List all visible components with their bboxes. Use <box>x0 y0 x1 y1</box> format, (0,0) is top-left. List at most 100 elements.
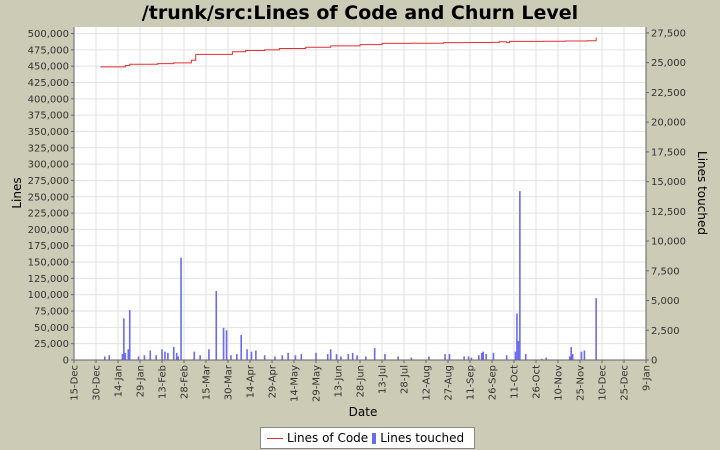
bar <box>335 354 338 360</box>
bar <box>108 355 110 360</box>
y-right-ticks: 0 2,500 5,000 7,500 10,000 12,500 15,000 17,500… <box>646 28 686 367</box>
x-tick-label: 13-Feb <box>158 365 169 399</box>
y-left-tick-label: 275,000 <box>28 176 69 187</box>
bar <box>595 298 597 360</box>
bar <box>517 340 520 360</box>
y-right-tick-label: 20,000 <box>651 118 686 129</box>
bar <box>240 335 242 360</box>
x-tick-label: 14-Jan <box>114 365 125 397</box>
x-tick-label: 25-Dec <box>620 365 631 401</box>
y-left-ticks: 0 25,000 50,000 75,000 100,000 125,000 150,000… <box>28 29 74 367</box>
bar <box>300 354 303 360</box>
bar <box>294 355 297 360</box>
bar <box>215 291 218 360</box>
y-left-tick-label: 400,000 <box>28 94 69 105</box>
x-tick-label: 29-Jan <box>136 365 147 397</box>
bar <box>128 310 131 360</box>
bar <box>177 356 179 360</box>
y-left-tick-label: 450,000 <box>28 62 69 73</box>
bar <box>155 355 157 360</box>
legend-label-loc: Lines of Code <box>287 431 369 445</box>
bar <box>180 257 182 360</box>
y-left-tick-label: 125,000 <box>28 274 69 285</box>
bar <box>568 356 571 360</box>
y-left-tick-label: 475,000 <box>28 45 69 56</box>
x-tick-label: 28-Jun <box>356 365 367 398</box>
bar <box>315 352 317 360</box>
x-ticks: 15-Dec 30-Dec 14-Jan 29-Jan 13-Feb 28-Feb 15-M… <box>70 360 653 402</box>
bar <box>236 354 238 360</box>
bars-series <box>104 191 597 360</box>
x-tick-label: 30-Dec <box>92 365 103 401</box>
bar <box>121 354 124 360</box>
x-tick-label: 11-Oct <box>510 365 521 399</box>
bar <box>250 351 253 360</box>
loc-line <box>100 37 597 68</box>
y-axis-left-label: Lines <box>10 177 24 208</box>
bar <box>356 355 358 360</box>
bar <box>463 356 465 360</box>
y-left-tick-label: 500,000 <box>28 29 69 40</box>
y-right-tick-label: 15,000 <box>651 177 686 188</box>
x-tick-label: 26-Sep <box>488 365 499 400</box>
y-right-tick-label: 27,500 <box>651 28 686 39</box>
bar <box>373 348 376 360</box>
legend: Lines of Code Lines touched <box>260 427 476 449</box>
bar <box>143 355 146 360</box>
bar <box>199 355 201 360</box>
y-left-tick-label: 150,000 <box>28 258 69 269</box>
x-tick-label: 29-Apr <box>268 364 279 398</box>
x-tick-label: 9-Jan <box>642 365 653 391</box>
y-right-tick-label: 2,500 <box>651 326 680 337</box>
x-tick-label: 15-Mar <box>202 364 213 400</box>
x-tick-label: 13-Jul <box>378 365 389 394</box>
bar <box>274 356 276 360</box>
bar <box>492 352 495 360</box>
bar <box>470 357 473 360</box>
y-left-tick-label: 25,000 <box>34 339 69 350</box>
legend-item-loc: Lines of Code <box>267 431 368 445</box>
bar <box>281 355 284 360</box>
bar <box>123 318 125 360</box>
bar <box>347 354 350 360</box>
x-tick-label: 11-Sep <box>466 365 477 400</box>
bar <box>516 313 518 360</box>
bar <box>583 350 586 360</box>
y-left-tick-label: 225,000 <box>28 209 69 220</box>
y-right-tick-label: 22,500 <box>651 88 686 99</box>
bar <box>175 352 178 360</box>
bar <box>485 354 487 360</box>
bar <box>478 355 480 360</box>
x-tick-label: 15-Dec <box>70 365 81 401</box>
bar <box>505 355 508 360</box>
bar <box>480 352 483 360</box>
x-tick-label: 30-Mar <box>224 364 235 400</box>
y-left-tick-label: 200,000 <box>28 225 69 236</box>
y-right-tick-label: 17,500 <box>651 147 686 158</box>
bar <box>104 356 106 360</box>
x-tick-label: 14-May <box>290 365 301 402</box>
y-left-tick-label: 325,000 <box>28 143 69 154</box>
bar <box>570 346 572 360</box>
bar <box>482 351 484 360</box>
chart-title: /trunk/src:Lines of Code and Churn Level <box>141 2 579 24</box>
y-right-tick-label: 7,500 <box>651 266 680 277</box>
bar <box>410 357 413 360</box>
bar <box>149 350 152 360</box>
bar <box>124 352 127 360</box>
x-tick-label: 26-Oct <box>532 365 543 399</box>
y-left-tick-label: 100,000 <box>28 290 69 301</box>
x-tick-label: 28-Feb <box>180 365 191 399</box>
y-left-tick-label: 50,000 <box>34 323 69 334</box>
y-left-tick-label: 425,000 <box>28 78 69 89</box>
bar <box>448 354 451 360</box>
bar <box>167 352 169 360</box>
bar <box>384 354 386 360</box>
y-right-tick-label: 12,500 <box>651 207 686 218</box>
bar <box>137 356 140 360</box>
bar <box>230 355 232 360</box>
x-tick-label: 13-Jun <box>334 365 345 398</box>
x-tick-label: 10-Dec <box>598 365 609 401</box>
y-left-tick-label: 75,000 <box>34 307 69 318</box>
